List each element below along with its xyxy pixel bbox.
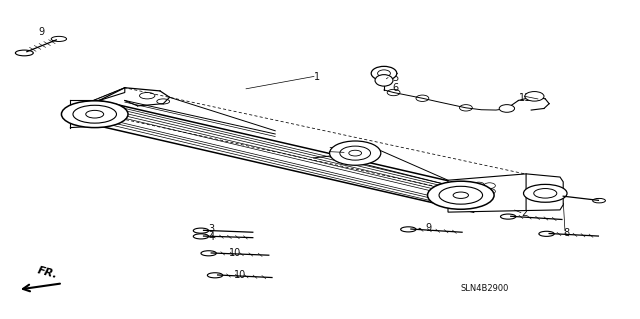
Text: 11: 11 (518, 93, 531, 103)
Ellipse shape (525, 92, 544, 101)
Polygon shape (526, 174, 563, 211)
Text: SLN4B2900: SLN4B2900 (461, 284, 509, 293)
Ellipse shape (371, 66, 397, 80)
Text: 9: 9 (426, 223, 432, 233)
Text: 4: 4 (208, 232, 214, 242)
Text: 8: 8 (563, 228, 570, 238)
Text: 9: 9 (38, 27, 45, 37)
Text: 2: 2 (522, 208, 528, 218)
Text: 1: 1 (314, 71, 320, 82)
Ellipse shape (524, 184, 567, 202)
Text: 6: 6 (392, 83, 399, 93)
Ellipse shape (61, 101, 128, 128)
Ellipse shape (330, 141, 381, 165)
Text: 5: 5 (392, 73, 399, 83)
Text: 3: 3 (208, 224, 214, 234)
Polygon shape (448, 174, 534, 212)
Text: 7: 7 (328, 146, 335, 157)
Polygon shape (74, 88, 125, 112)
Ellipse shape (499, 105, 515, 112)
Ellipse shape (428, 181, 494, 209)
Text: 10: 10 (229, 248, 242, 258)
Text: 10: 10 (234, 270, 246, 280)
Ellipse shape (375, 75, 393, 86)
Text: FR.: FR. (36, 265, 60, 280)
